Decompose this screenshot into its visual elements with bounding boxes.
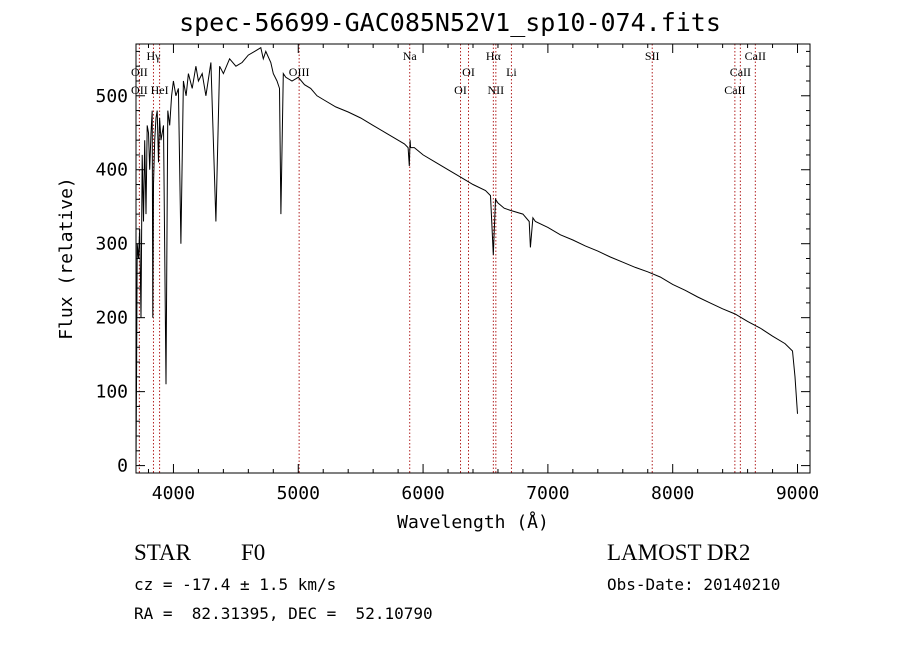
observation-date: Obs-Date: 20140210 (607, 575, 781, 594)
line-label-1: OII (131, 65, 148, 79)
x-axis-label: Wavelength (Å) (397, 511, 549, 533)
line-label-9: NII (488, 83, 505, 97)
line-label-8: Hα (486, 49, 502, 63)
sky-coordinates: RA = 82.31395, DEC = 52.10790 (134, 604, 433, 623)
ytick-label-100: 100 (95, 382, 128, 403)
ytick-label-200: 200 (95, 308, 128, 329)
plot-frame (135, 43, 811, 474)
line-label-13: CaII (730, 65, 751, 79)
y-axis-ticks: 0 100 200 300 400 500 (95, 50, 810, 477)
ytick-label-400: 400 (95, 160, 128, 181)
line-label-4: OIII (289, 65, 310, 79)
spectral-line-markers (138, 44, 756, 473)
spectral-subclass: F0 (241, 540, 266, 565)
line-label-6: OI (454, 83, 467, 97)
ytick-label-0: 0 (117, 456, 128, 477)
xtick-label-8000: 8000 (651, 483, 694, 504)
x-axis-ticks: 4000 5000 6000 7000 8000 9000 (147, 44, 819, 504)
line-label-14: CaII (745, 49, 766, 63)
xtick-label-4000: 4000 (152, 483, 195, 504)
y-axis-label: Flux (relative) (56, 177, 77, 340)
line-label-12: CaII (724, 83, 745, 97)
line-label-7: OI (462, 65, 475, 79)
chart-title: spec-56699-GAC085N52V1_sp10-074.fits (179, 8, 721, 37)
ytick-label-300: 300 (95, 234, 128, 255)
line-label-11: SII (645, 49, 660, 63)
spectrum-line (135, 46, 798, 466)
redshift-velocity: cz = -17.4 ± 1.5 km/s (134, 575, 337, 594)
xtick-label-7000: 7000 (526, 483, 569, 504)
xtick-label-6000: 6000 (401, 483, 444, 504)
ytick-label-500: 500 (95, 86, 128, 107)
line-label-0: Hγ (146, 49, 161, 63)
line-label-10: Li (506, 65, 517, 79)
line-label-5: Na (403, 49, 418, 63)
line-label-3: HeI (151, 83, 169, 97)
object-class: STAR (134, 540, 191, 565)
xtick-label-5000: 5000 (277, 483, 320, 504)
xtick-label-9000: 9000 (776, 483, 819, 504)
line-label-2: OII (131, 83, 148, 97)
survey-release: LAMOST DR2 (607, 540, 751, 565)
